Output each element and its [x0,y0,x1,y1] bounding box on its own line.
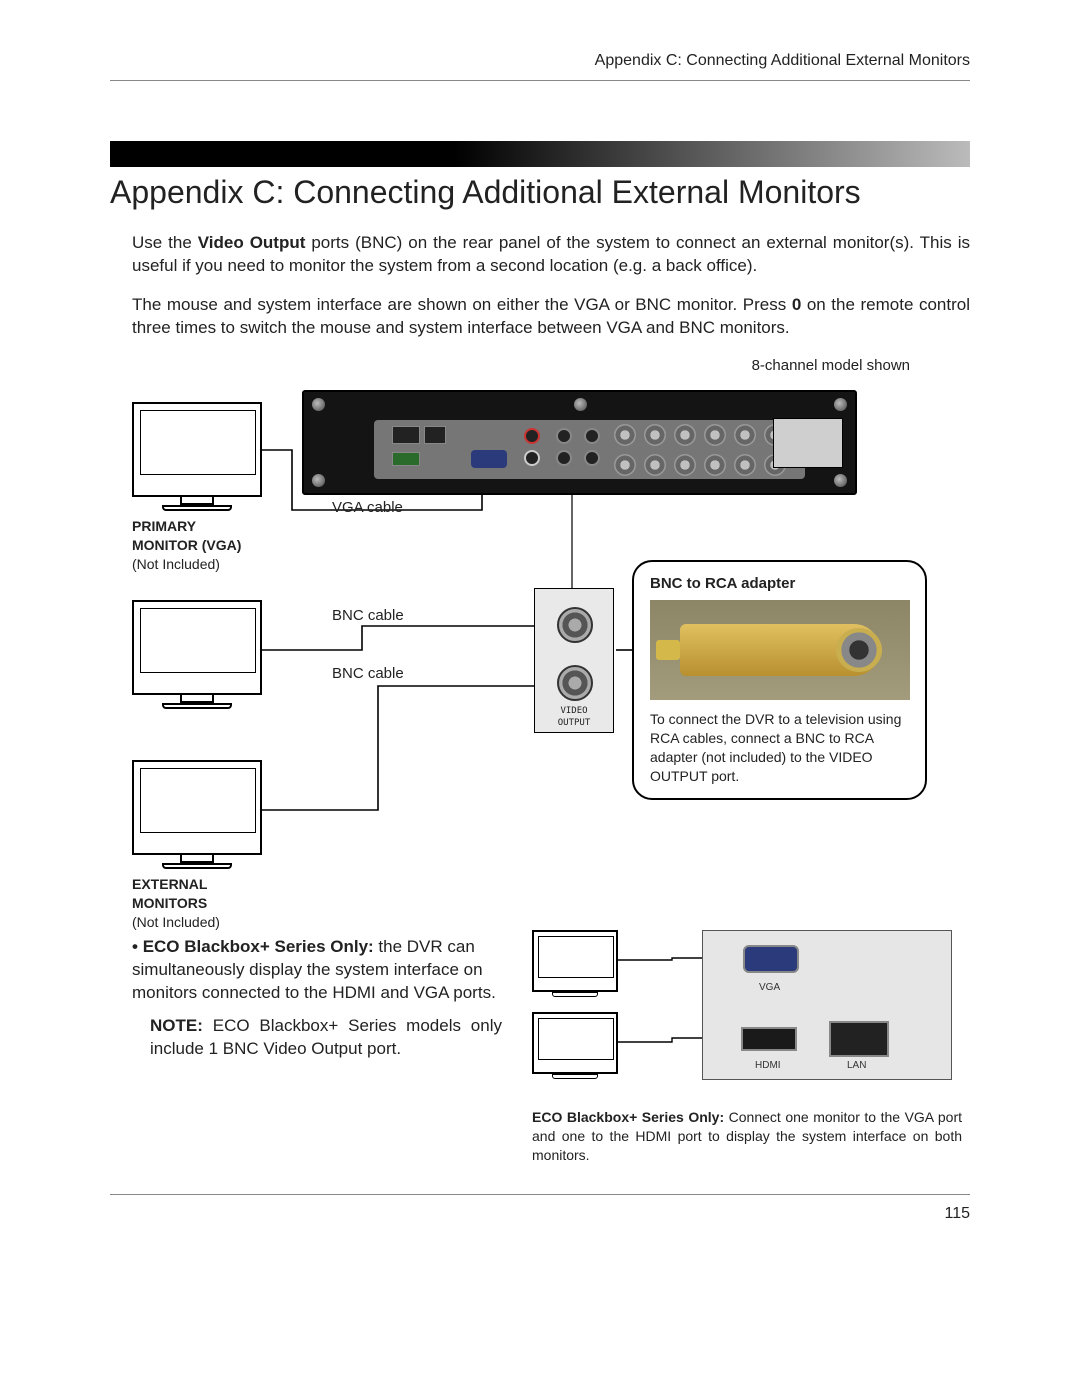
hdmi-port-icon [741,1027,797,1051]
rca-port-icon [524,428,540,444]
dvr-rear-panel [302,390,857,495]
bnc-port-icon [584,450,600,466]
video-output-text: VIDEOOUTPUT [535,705,613,729]
adapter-photo [650,600,910,700]
adapter-icon [680,624,880,676]
callout-title: BNC to RCA adapter [650,574,909,594]
note-text: NOTE: ECO Blackbox+ Series models only i… [150,1015,502,1061]
callout-text: To connect the DVR to a television using… [650,710,909,786]
screw-icon [834,474,847,487]
terminal-port-icon [392,452,420,466]
bottom-text-column: ECO Blackbox+ Series Only: the DVR can s… [132,930,502,1165]
paragraph-1: Use the Video Output ports (BNC) on the … [132,232,970,278]
hdmi-label: HDMI [755,1059,781,1073]
rca-port-icon [524,450,540,466]
external-monitor-icon [132,600,262,709]
eco-bullet: ECO Blackbox+ Series Only: the DVR can s… [132,936,502,1005]
bnc-rca-callout: BNC to RCA adapter To connect the DVR to… [632,560,927,800]
bnc-port-icon [556,428,572,444]
not-included-label: (Not Included) [132,913,262,932]
mini-monitor-icon [532,1012,618,1079]
mini-monitor-icon [532,930,618,997]
vga-port-icon [743,945,799,973]
warning-label-icon [773,418,843,468]
bottom-rule [110,1194,970,1195]
bottom-section: ECO Blackbox+ Series Only: the DVR can s… [132,930,970,1165]
bnc-port-icon [556,450,572,466]
hdmi-vga-diagram: VGA HDMI LAN [532,930,962,1100]
top-rule [110,80,970,81]
video-output-panel: VIDEOOUTPUT [534,588,614,733]
hdmi-diagram-column: VGA HDMI LAN ECO Blackbox+ Series Only: … [532,930,962,1165]
bnc-input-grid [614,424,790,480]
not-included-label: (Not Included) [132,555,262,574]
dvr-side-panel: VGA HDMI LAN [702,930,952,1080]
screw-icon [834,398,847,411]
hdmi-caption: ECO Blackbox+ Series Only: Connect one m… [532,1108,962,1165]
ethernet-port-icon [392,426,420,444]
lan-label: LAN [847,1059,866,1073]
title-bar [110,141,970,167]
bnc-port-icon [584,428,600,444]
primary-monitor-icon: PRIMARY MONITOR (VGA) (Not Included) [132,402,262,574]
bnc-output-icon [557,607,593,643]
page-number: 115 [110,1203,970,1225]
external-monitors-label: EXTERNAL MONITORS [132,875,262,913]
primary-monitor-label: PRIMARY MONITOR (VGA) [132,517,262,555]
model-note: 8-channel model shown [110,356,910,376]
vga-label: VGA [759,981,780,995]
vga-port-icon [471,450,507,468]
bnc-cable-label: BNC cable [332,606,404,626]
paragraph-2: The mouse and system interface are shown… [132,294,970,340]
page-title: Appendix C: Connecting Additional Extern… [110,171,970,214]
usb-ports-icon [424,426,446,444]
external-monitor-icon: EXTERNAL MONITORS (Not Included) [132,760,262,932]
running-header: Appendix C: Connecting Additional Extern… [110,50,970,72]
lan-port-icon [829,1021,889,1057]
screw-icon [312,398,325,411]
connection-diagram: PRIMARY MONITOR (VGA) (Not Included) EXT… [132,380,970,920]
screw-icon [312,474,325,487]
vga-cable-label: VGA cable [332,498,403,518]
bnc-output-icon [557,665,593,701]
screw-icon [574,398,587,411]
bnc-cable-label: BNC cable [332,664,404,684]
